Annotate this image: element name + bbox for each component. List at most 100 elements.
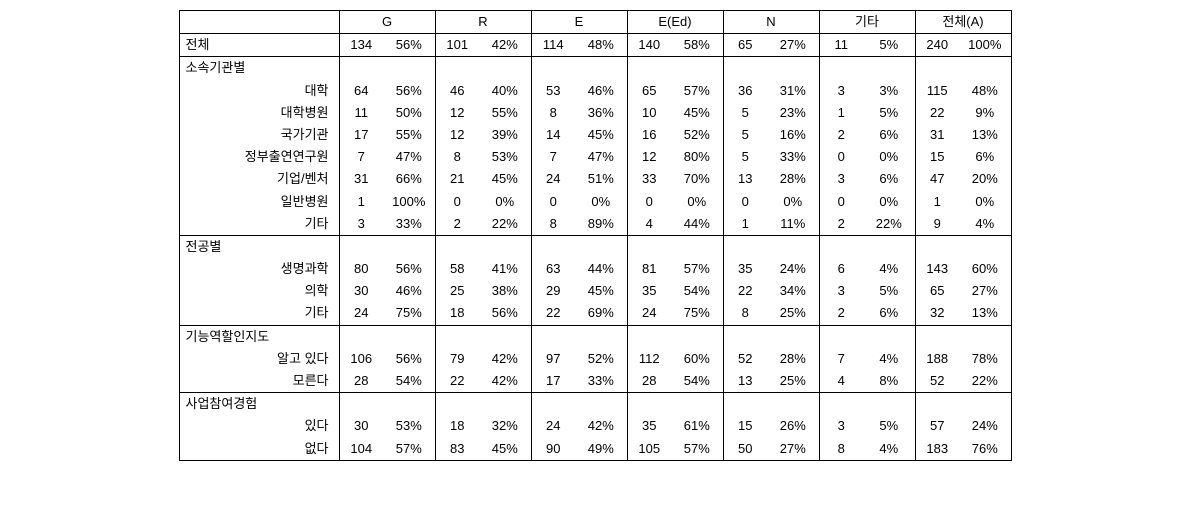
- table-cell-pct: 61%: [671, 415, 723, 437]
- table-cell-pct: 60%: [959, 258, 1011, 280]
- column-header: 전체(A): [915, 11, 1011, 34]
- row-label: 생명과학: [179, 258, 339, 280]
- table-cell-num: 140: [627, 34, 671, 57]
- table-cell-pct: 27%: [959, 280, 1011, 302]
- table-cell-num: 114: [531, 34, 575, 57]
- table-cell-pct: [767, 325, 819, 348]
- table-cell-num: 1: [723, 213, 767, 236]
- table-cell-pct: [575, 57, 627, 80]
- table-cell-pct: 31%: [767, 80, 819, 102]
- table-cell-pct: 42%: [479, 34, 531, 57]
- group-label: 소속기관별: [179, 57, 339, 80]
- table-cell-pct: 34%: [767, 280, 819, 302]
- table-cell-num: 52: [723, 348, 767, 370]
- table-cell-num: 30: [339, 415, 383, 437]
- table-cell-num: 57: [915, 415, 959, 437]
- table-cell-num: 35: [627, 415, 671, 437]
- row-label: 국가기관: [179, 124, 339, 146]
- row-label: 의학: [179, 280, 339, 302]
- table-cell-pct: 57%: [383, 438, 435, 461]
- table-cell-num: 12: [435, 124, 479, 146]
- table-cell-num: 8: [819, 438, 863, 461]
- table-cell-num: [627, 235, 671, 258]
- table-cell-num: [723, 235, 767, 258]
- table-cell-num: 4: [627, 213, 671, 236]
- table-cell-num: 3: [819, 280, 863, 302]
- table-cell-pct: [863, 235, 915, 258]
- table-cell-num: 35: [723, 258, 767, 280]
- table-cell-num: 22: [531, 302, 575, 325]
- table-cell-num: 46: [435, 80, 479, 102]
- table-cell-pct: 22%: [479, 213, 531, 236]
- table-cell-num: [339, 393, 383, 416]
- table-cell-num: [915, 235, 959, 258]
- table-cell-num: 8: [531, 213, 575, 236]
- table-cell-pct: 0%: [959, 191, 1011, 213]
- table-cell-pct: 25%: [767, 370, 819, 393]
- column-header: E: [531, 11, 627, 34]
- table-cell-pct: 0%: [863, 146, 915, 168]
- table-cell-num: 58: [435, 258, 479, 280]
- table-cell-num: 13: [723, 168, 767, 190]
- table-cell-num: 5: [723, 102, 767, 124]
- table-cell-pct: [383, 393, 435, 416]
- table-cell-num: 83: [435, 438, 479, 461]
- table-cell-pct: 5%: [863, 102, 915, 124]
- table-cell-pct: 55%: [383, 124, 435, 146]
- table-cell-num: 52: [915, 370, 959, 393]
- table-cell-pct: 32%: [479, 415, 531, 437]
- table-cell-num: 8: [723, 302, 767, 325]
- table-cell-num: [915, 57, 959, 80]
- table-cell-pct: 33%: [383, 213, 435, 236]
- table-cell-num: 50: [723, 438, 767, 461]
- data-table: GREE(Ed)N기타전체(A)전체13456%10142%11448%1405…: [179, 10, 1012, 461]
- table-cell-pct: 100%: [383, 191, 435, 213]
- table-cell-pct: 48%: [959, 80, 1011, 102]
- table-cell-pct: [959, 393, 1011, 416]
- table-cell-pct: 75%: [383, 302, 435, 325]
- table-cell-num: 47: [915, 168, 959, 190]
- table-cell-num: 7: [339, 146, 383, 168]
- table-cell-pct: 42%: [479, 370, 531, 393]
- table-cell-pct: 48%: [575, 34, 627, 57]
- table-cell-num: 0: [723, 191, 767, 213]
- table-cell-pct: 46%: [383, 280, 435, 302]
- table-cell-pct: [479, 325, 531, 348]
- table-cell-num: 240: [915, 34, 959, 57]
- table-cell-pct: 54%: [671, 280, 723, 302]
- table-cell-num: 22: [435, 370, 479, 393]
- table-cell-num: [531, 235, 575, 258]
- table-cell-num: 143: [915, 258, 959, 280]
- table-cell-num: 104: [339, 438, 383, 461]
- table-cell-pct: 53%: [479, 146, 531, 168]
- header-blank: [179, 11, 339, 34]
- table-cell-num: 65: [627, 80, 671, 102]
- table-cell-pct: [767, 393, 819, 416]
- table-cell-pct: 6%: [863, 124, 915, 146]
- group-label: 전공별: [179, 235, 339, 258]
- column-header: 기타: [819, 11, 915, 34]
- table-cell-num: 4: [819, 370, 863, 393]
- table-cell-pct: [479, 57, 531, 80]
- table-cell-num: 31: [339, 168, 383, 190]
- table-cell-num: 16: [627, 124, 671, 146]
- table-cell-num: 183: [915, 438, 959, 461]
- table-cell-pct: 0%: [575, 191, 627, 213]
- table-cell-pct: [959, 57, 1011, 80]
- table-cell-pct: [671, 325, 723, 348]
- table-cell-num: [531, 393, 575, 416]
- table-cell-num: [723, 393, 767, 416]
- table-cell-num: [435, 57, 479, 80]
- table-cell-pct: 70%: [671, 168, 723, 190]
- table-cell-num: 15: [723, 415, 767, 437]
- table-cell-pct: 57%: [671, 438, 723, 461]
- table-cell-pct: 24%: [767, 258, 819, 280]
- column-header: E(Ed): [627, 11, 723, 34]
- table-cell-num: 53: [531, 80, 575, 102]
- table-cell-pct: 40%: [479, 80, 531, 102]
- table-cell-num: 17: [339, 124, 383, 146]
- table-cell-num: [339, 57, 383, 80]
- table-cell-pct: 26%: [767, 415, 819, 437]
- table-cell-num: 2: [435, 213, 479, 236]
- row-label: 기타: [179, 302, 339, 325]
